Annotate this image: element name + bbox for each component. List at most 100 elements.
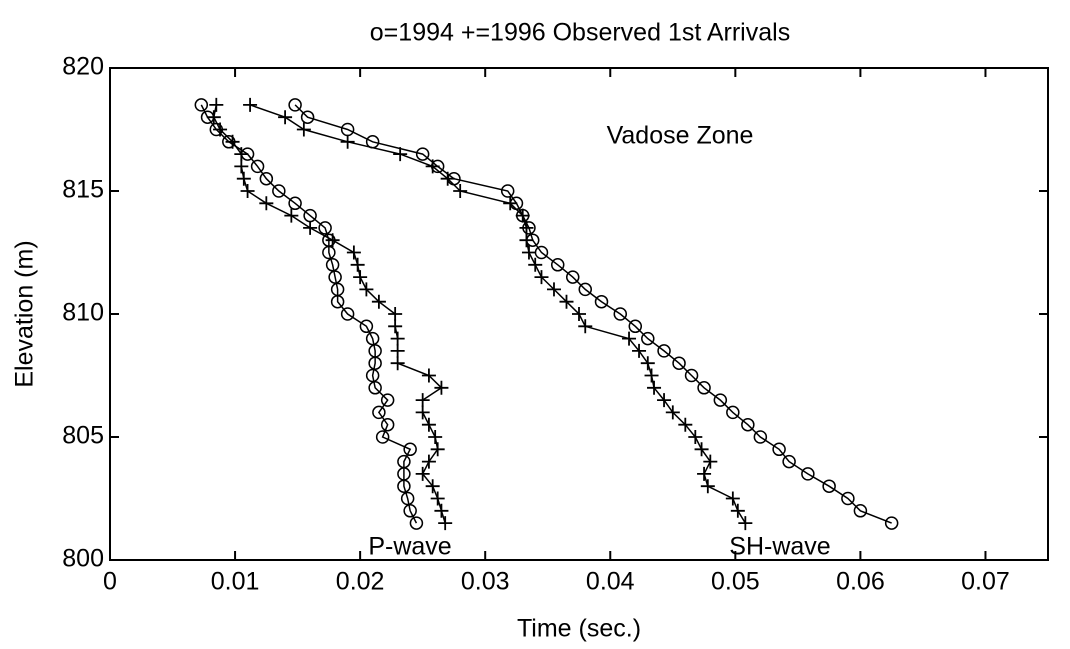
marker	[738, 516, 753, 531]
marker	[225, 134, 240, 149]
marker	[665, 405, 680, 420]
marker	[388, 307, 403, 321]
chart-title: o=1994 +=1996 Observed 1st Arrivals	[370, 19, 790, 47]
marker	[438, 516, 453, 531]
series-line	[200, 104, 418, 524]
marker	[657, 393, 672, 408]
marker	[550, 258, 565, 272]
marker	[640, 356, 655, 371]
marker	[346, 245, 361, 260]
marker	[409, 516, 424, 530]
marker	[684, 368, 699, 383]
marker	[415, 405, 430, 420]
marker	[421, 454, 436, 469]
marker	[372, 405, 386, 420]
marker	[703, 454, 718, 469]
marker	[325, 258, 340, 272]
marker	[206, 110, 221, 125]
marker	[403, 504, 417, 518]
marker	[697, 466, 712, 481]
marker	[725, 491, 740, 506]
marker	[288, 98, 302, 112]
marker	[259, 196, 274, 211]
annotation: Vadose Zone	[607, 122, 754, 150]
x-tick-label: 0.07	[961, 568, 1010, 596]
marker	[353, 270, 368, 285]
marker	[440, 171, 455, 186]
marker	[841, 491, 855, 506]
marker	[700, 479, 715, 494]
marker	[421, 417, 436, 432]
marker	[213, 122, 228, 137]
marker	[368, 356, 382, 370]
marker	[368, 381, 382, 395]
x-tick-label: 0.06	[836, 568, 885, 596]
marker	[194, 98, 209, 112]
marker	[453, 184, 468, 198]
marker	[578, 319, 593, 334]
marker	[400, 491, 415, 506]
marker	[365, 368, 380, 383]
y-tick-label: 820	[62, 53, 104, 81]
marker	[730, 503, 745, 518]
marker	[782, 454, 796, 469]
marker	[272, 184, 286, 198]
marker	[403, 442, 417, 457]
marker	[641, 331, 655, 346]
x-tick-label: 0	[103, 568, 117, 596]
x-axis-label: Time (sec.)	[517, 615, 641, 643]
marker	[672, 356, 686, 370]
x-tick-label: 0.02	[336, 568, 385, 596]
marker	[380, 417, 395, 432]
marker	[243, 97, 258, 112]
marker	[365, 331, 380, 346]
series-line	[294, 104, 892, 524]
marker	[390, 343, 405, 358]
marker	[425, 159, 440, 174]
x-tick-label: 0.01	[211, 568, 260, 596]
marker	[234, 147, 249, 162]
x-tick-label: 0.05	[711, 568, 760, 596]
marker	[393, 147, 408, 162]
marker	[565, 270, 580, 284]
marker	[741, 417, 755, 432]
marker	[632, 343, 647, 358]
x-tick-label: 0.04	[586, 568, 635, 596]
series-line	[249, 104, 746, 524]
marker	[359, 282, 374, 297]
marker	[340, 307, 355, 321]
marker	[521, 245, 536, 260]
marker	[657, 344, 671, 358]
marker	[371, 294, 386, 309]
marker	[390, 356, 405, 371]
marker	[278, 110, 293, 125]
marker	[259, 171, 274, 186]
marker	[534, 270, 549, 285]
marker	[415, 466, 430, 481]
marker	[578, 282, 593, 297]
marker	[250, 159, 265, 174]
annotation: P-wave	[368, 533, 451, 561]
marker	[694, 442, 709, 457]
marker	[359, 319, 374, 334]
marker	[613, 307, 628, 321]
marker	[884, 516, 899, 530]
marker	[390, 331, 405, 346]
marker	[678, 417, 693, 432]
y-tick-label: 805	[62, 422, 104, 450]
marker	[697, 381, 711, 395]
annotation: SH-wave	[729, 533, 830, 561]
marker	[328, 270, 342, 284]
marker	[801, 467, 815, 481]
marker	[822, 479, 836, 493]
marker	[300, 110, 315, 124]
marker	[318, 221, 332, 235]
marker	[240, 184, 255, 198]
marker	[375, 430, 390, 444]
marker	[350, 257, 365, 272]
marker	[397, 479, 411, 493]
marker	[425, 479, 440, 494]
x-tick-label: 0.03	[461, 568, 510, 596]
marker	[713, 393, 728, 407]
